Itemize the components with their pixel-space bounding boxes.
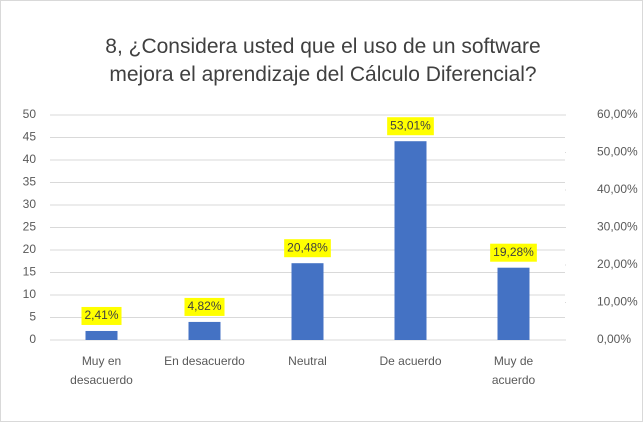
data-label-bg (490, 243, 537, 262)
data-label-bg (81, 306, 122, 325)
chart-title: 8, ¿Considera usted que el uso de un sof… (105, 35, 540, 86)
y2-tick-label: 60,00% (597, 107, 638, 121)
y-tick-label: 45 (23, 130, 37, 144)
bar (497, 267, 530, 340)
data-label-bg (387, 117, 434, 136)
y-tick-label: 5 (29, 310, 36, 324)
y2-tick-label: 40,00% (597, 182, 638, 196)
data-label: 4,82% (187, 299, 221, 313)
data-label: 2,41% (84, 308, 118, 322)
x-tick-label: En desacuerdo (164, 354, 245, 368)
x-tick-label: Muy de acuerdo (492, 354, 536, 387)
y-tick-label: 20 (23, 242, 37, 256)
data-label-bg (284, 239, 331, 258)
data-label: 20,48% (287, 240, 328, 254)
bar (85, 330, 118, 340)
data-label-bg (184, 297, 225, 316)
data-label: 53,01% (390, 118, 431, 132)
x-tick-label: Neutral (288, 354, 327, 368)
y-tick-label: 40 (23, 152, 37, 166)
y-tick-label: 50 (23, 107, 37, 121)
y-tick-label: 15 (23, 265, 37, 279)
y2-tick-label: 20,00% (597, 257, 638, 271)
y-tick-label: 0 (29, 332, 36, 346)
y-tick-label: 10 (23, 287, 37, 301)
bar (291, 263, 324, 340)
data-label: 19,28% (493, 245, 534, 259)
y2-tick-label: 0,00% (597, 332, 631, 346)
bar (394, 141, 427, 340)
y2-tick-label: 30,00% (597, 220, 638, 234)
y-tick-label: 25 (23, 220, 37, 234)
y-tick-label: 35 (23, 175, 37, 189)
bar (188, 321, 221, 340)
y2-tick-label: 50,00% (597, 145, 638, 159)
x-tick-label: Muy en desacuerdo (70, 354, 133, 387)
y2-tick-label: 10,00% (597, 295, 638, 309)
y-tick-label: 30 (23, 197, 37, 211)
x-tick-label: De acuerdo (379, 354, 441, 368)
